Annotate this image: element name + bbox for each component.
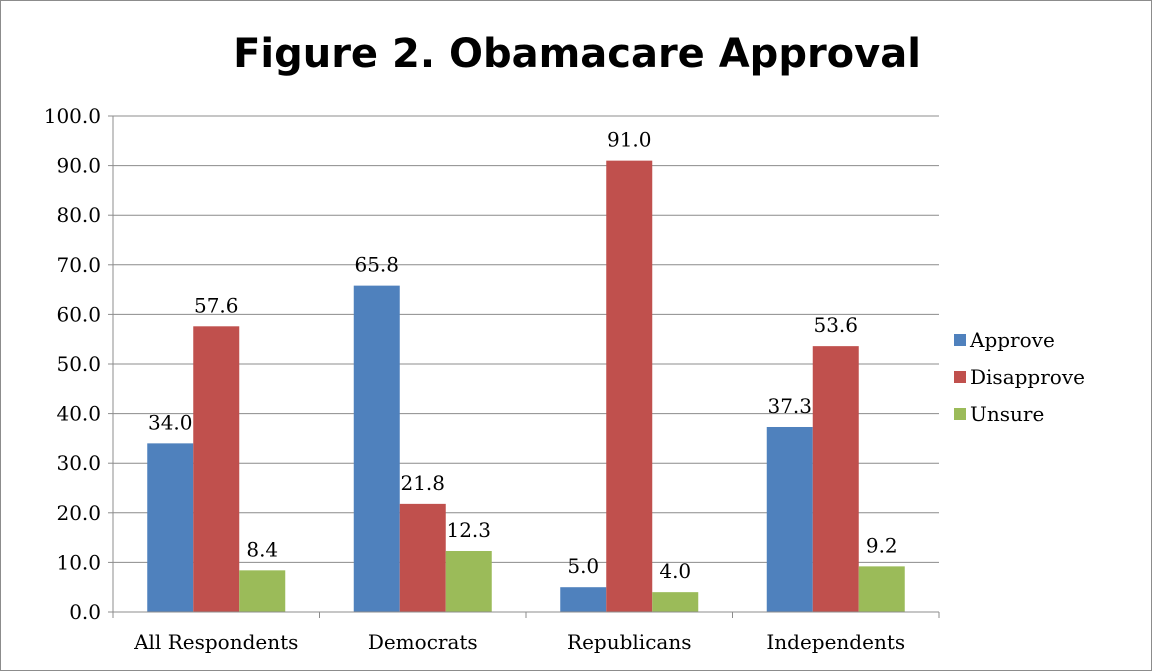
bar (766, 426, 813, 612)
data-label: 57.6 (194, 293, 239, 317)
bar (399, 503, 446, 612)
bar (812, 346, 859, 612)
x-tick-label: Republicans (567, 630, 691, 654)
bar (560, 587, 607, 612)
chart-legend: Approve Disapprove Unsure (954, 321, 1085, 432)
legend-swatch (954, 407, 966, 420)
bar (858, 566, 905, 612)
data-label: 65.8 (354, 253, 399, 277)
legend-swatch (954, 370, 966, 383)
legend-label: Approve (970, 327, 1055, 352)
legend-item: Approve (954, 321, 1085, 358)
bar (353, 285, 400, 612)
bar (445, 550, 492, 612)
x-tick-label: Democrats (368, 630, 478, 654)
data-label: 53.6 (813, 313, 858, 337)
y-tick-label: 60.0 (56, 302, 101, 326)
legend-label: Unsure (970, 401, 1045, 426)
data-label: 91.0 (607, 128, 652, 152)
data-label: 21.8 (400, 471, 445, 495)
y-tick-label: 20.0 (56, 501, 101, 525)
data-label: 12.3 (446, 518, 491, 542)
y-tick-label: 0.0 (69, 600, 101, 624)
y-tick-label: 10.0 (56, 550, 101, 574)
data-label: 8.4 (246, 537, 278, 561)
bar (606, 160, 653, 612)
legend-item: Disapprove (954, 358, 1085, 395)
bar (147, 443, 194, 612)
x-tick-label: Independents (766, 630, 905, 654)
x-tick-label: All Respondents (133, 630, 298, 654)
bar (239, 570, 286, 612)
data-label: 5.0 (567, 554, 599, 578)
y-tick-label: 30.0 (56, 451, 101, 475)
bar (193, 326, 240, 612)
data-label: 37.3 (767, 394, 812, 418)
y-tick-label: 100.0 (44, 104, 101, 128)
data-label: 4.0 (659, 559, 691, 583)
y-tick-label: 80.0 (56, 203, 101, 227)
y-tick-label: 90.0 (56, 154, 101, 178)
bar (652, 592, 699, 612)
y-tick-label: 40.0 (56, 402, 101, 426)
y-tick-label: 70.0 (56, 253, 101, 277)
legend-item: Unsure (954, 395, 1085, 432)
y-tick-label: 50.0 (56, 352, 101, 376)
data-label: 9.2 (866, 533, 898, 557)
chart-title: Figure 2. Obamacare Approval (233, 31, 921, 77)
legend-swatch (954, 333, 966, 346)
legend-label: Disapprove (970, 364, 1085, 389)
data-label: 34.0 (148, 410, 193, 434)
